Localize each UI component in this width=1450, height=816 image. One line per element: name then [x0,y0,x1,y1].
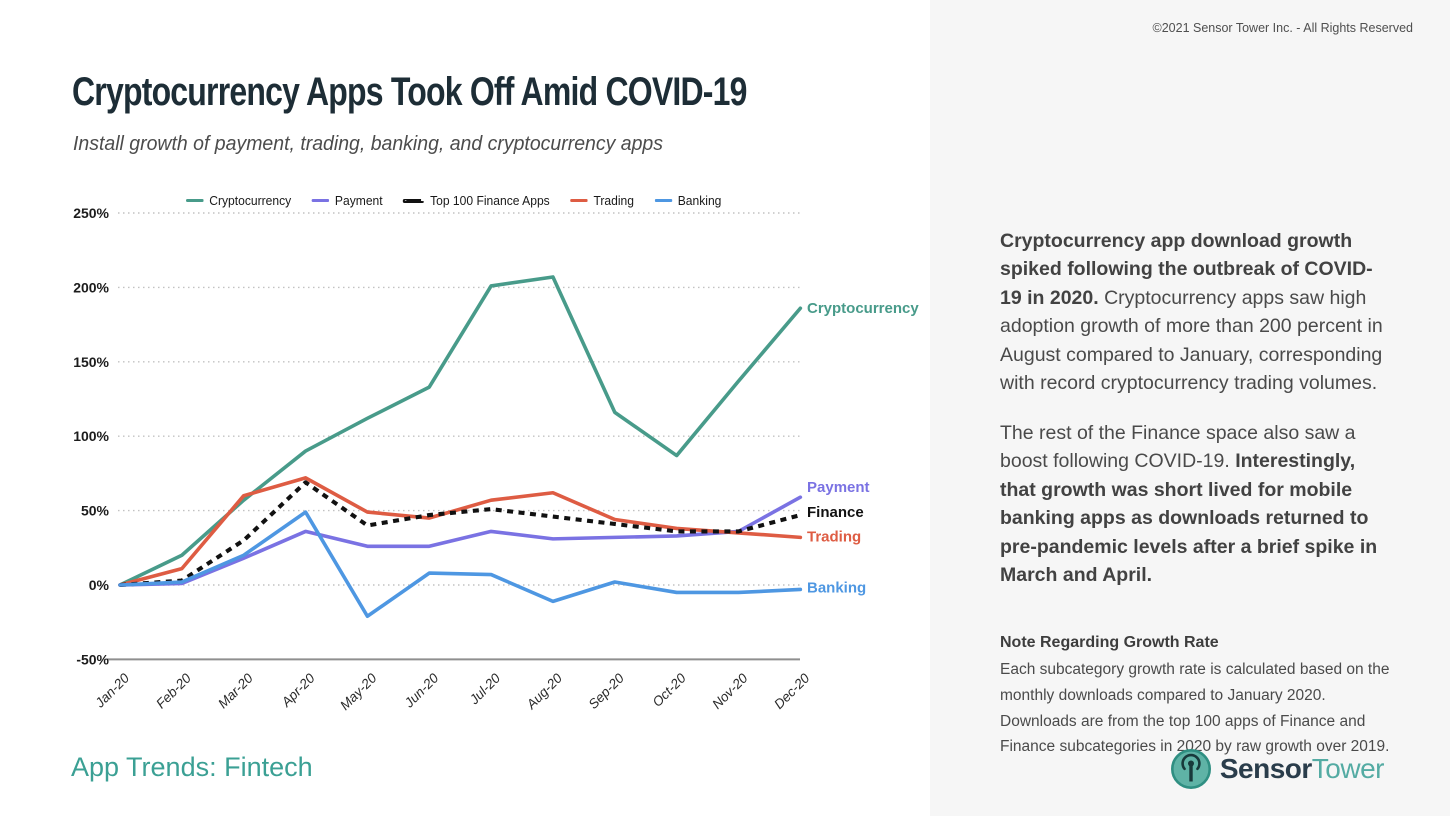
legend-swatch-cryptocurrency [186,199,204,202]
legend-item-payment: Payment [311,193,383,208]
series-line-payment [118,495,803,587]
y-axis-label: 100% [73,428,109,444]
x-axis-label: Feb-20 [153,670,194,711]
y-axis-label: 150% [73,354,109,370]
note-title: Note Regarding Growth Rate [1000,634,1219,651]
legend-label-finance: Top 100 Finance Apps [430,193,550,208]
x-axis-label: Aug-20 [523,670,565,712]
legend-label-payment: Payment [334,193,383,208]
commentary-p1-regular: Cryptocurrency apps saw high adoption gr… [1000,286,1383,395]
series-end-label-trading: Trading [807,528,861,545]
series-end-label-banking: Banking [807,579,866,596]
line-chart: 250% 200% 150% 100% 50% 0% -50% Jan-20 Feb-20 Mar… [73,205,919,713]
series-line-trading [118,476,803,587]
note-body: Each subcategory growth rate is calculat… [1000,661,1390,756]
y-axis-label: 250% [73,205,109,221]
legend-item-trading: Trading [570,193,634,208]
logo-sensor-word: Sensor [1219,753,1312,784]
sensortower-logo: SensorTower [1170,748,1385,790]
y-axis-label: 200% [73,279,109,295]
report-tag: App Trends: Fintech [71,752,313,782]
chart-panel: Cryptocurrency Apps Took Off Amid COVID-… [71,70,920,782]
sensortower-logo-text: SensorTower [1219,753,1385,785]
legend-label-banking: Banking [677,193,722,208]
x-axis-label: May-20 [337,670,380,713]
legend-swatch-trading [570,199,588,202]
x-axis-label: Jun-20 [401,670,442,711]
legend-item-finance: Top 100 Finance Apps [403,193,550,208]
x-axis-label: Sep-20 [586,670,628,712]
legend-swatch-payment [311,199,330,202]
y-axis-label: -50% [76,651,109,667]
legend-swatch-banking [654,199,673,202]
x-axis-label: Jan-20 [92,670,133,711]
commentary-p2-bold: Interestingly, that growth was short liv… [1000,450,1378,587]
legend-swatch-finance [403,198,425,203]
x-axis-label: Apr-20 [278,670,318,710]
series-end-label-payment: Payment [807,479,870,496]
series-line-banking [118,510,803,619]
x-axis-label: Dec-20 [771,670,813,712]
y-axis-label: 0% [89,577,110,593]
x-axis-label: Jul-20 [466,670,504,708]
series-end-label-finance: Finance [807,504,864,521]
legend-label-trading: Trading [593,193,634,208]
copyright-text: ©2021 Sensor Tower Inc. - All Rights Res… [1152,21,1414,35]
commentary-paragraph-1: Cryptocurrency app download growth spike… [1000,227,1392,397]
legend-item-cryptocurrency: Cryptocurrency [186,193,291,208]
logo-tower-word: Tower [1311,753,1385,784]
series-end-label-cryptocurrency: Cryptocurrency [807,300,919,317]
commentary-paragraph-2: The rest of the Finance space also saw a… [1000,419,1392,589]
x-axis-label: Oct-20 [650,670,690,710]
legend-item-banking: Banking [654,193,721,208]
page-title: Cryptocurrency Apps Took Off Amid COVID-… [72,70,747,114]
text-panel: ©2021 Sensor Tower Inc. - All Rights Res… [930,0,1450,816]
y-axis-label: 50% [81,503,110,519]
legend-label-cryptocurrency: Cryptocurrency [209,193,292,208]
x-axis-label: Nov-20 [709,670,751,712]
x-axis-label: Mar-20 [215,670,256,711]
commentary-p1-bold: Cryptocurrency app download growth spike… [1000,230,1373,309]
growth-rate-note: Note Regarding Growth Rate Each subcateg… [1000,634,1392,760]
chart-legend: Cryptocurrency Payment Top 100 Finance App… [186,193,721,208]
page-subtitle: Install growth of payment, trading, bank… [73,132,663,155]
sensortower-logo-icon [1170,748,1211,790]
commentary-p2-regular: The rest of the Finance space also saw a… [1000,422,1356,473]
